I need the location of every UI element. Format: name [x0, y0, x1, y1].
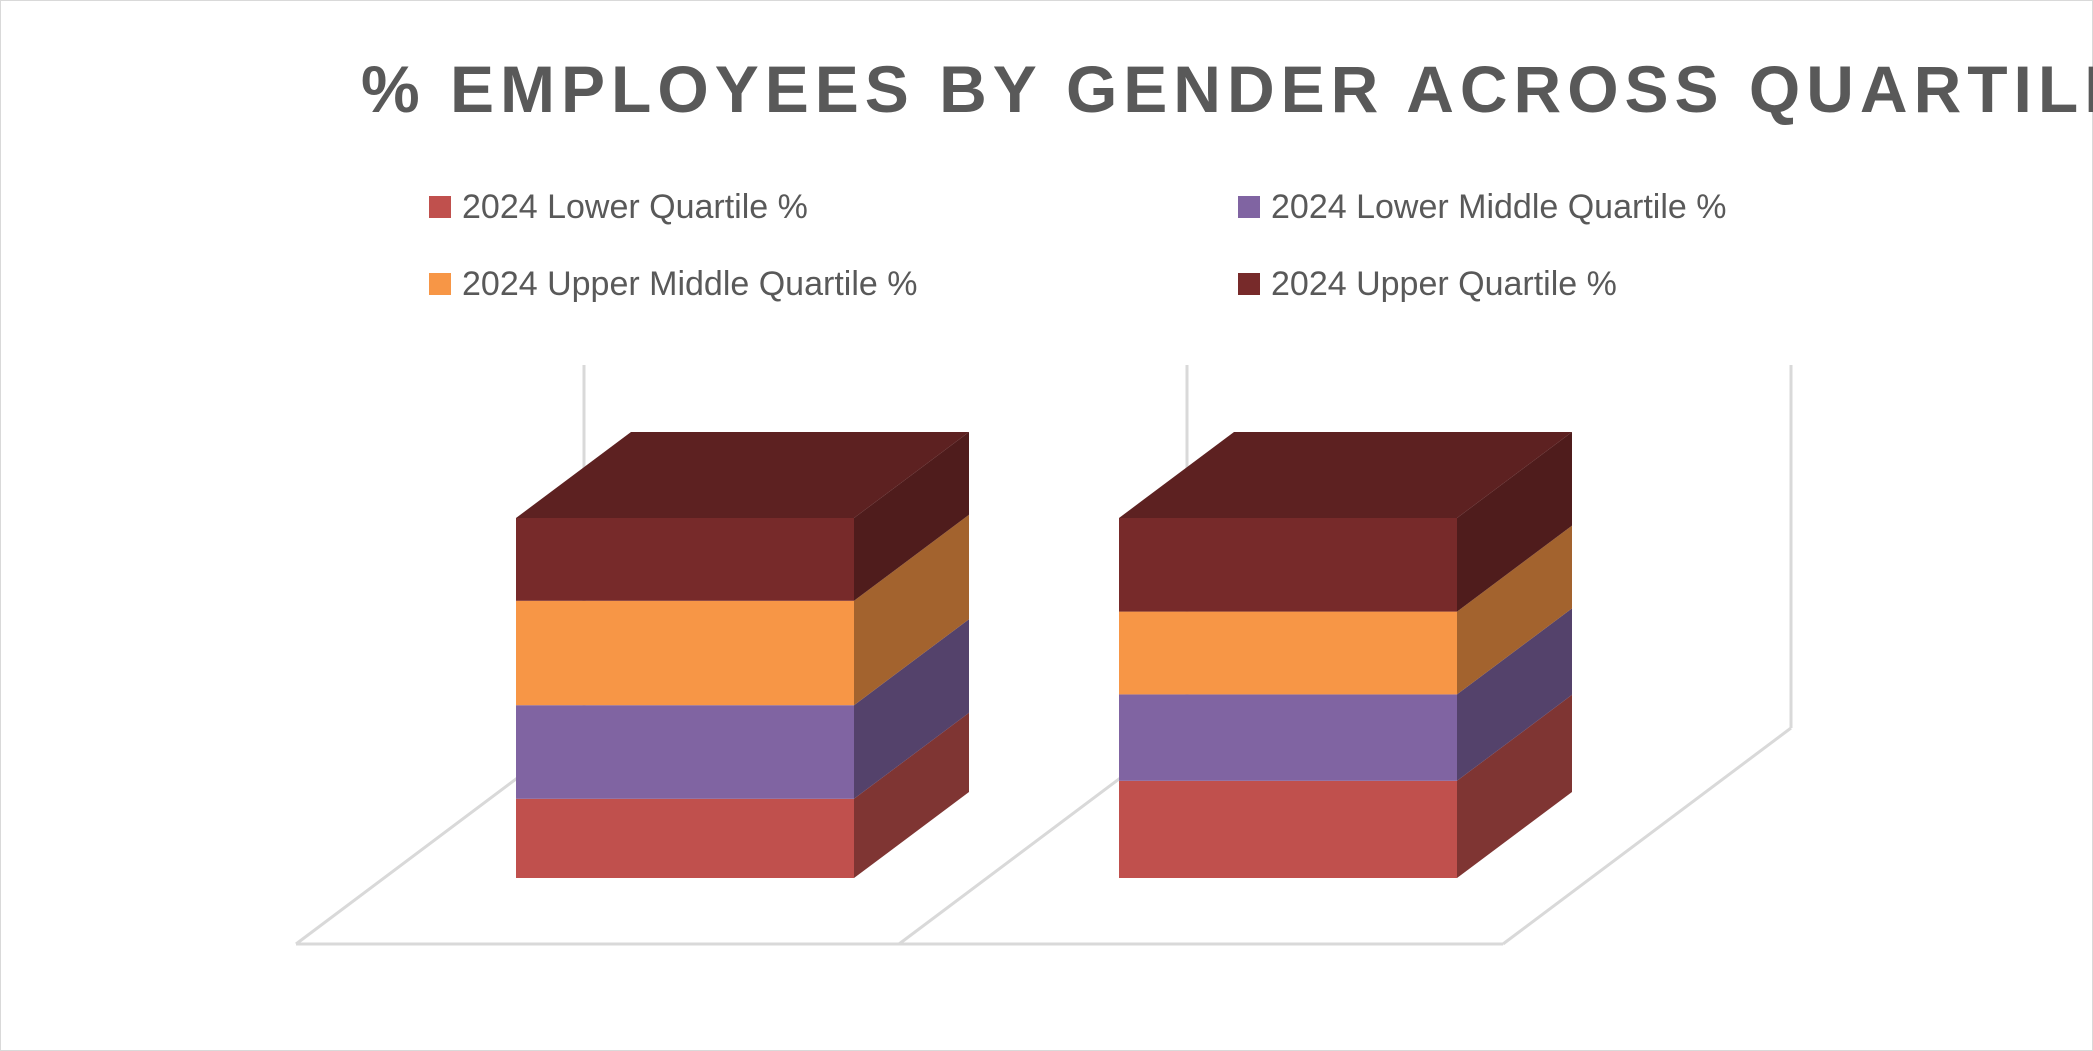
floor-right-edge — [1502, 726, 1792, 946]
bar-front-2-1 — [1119, 780, 1457, 878]
bar-side-2-4 — [1457, 432, 1572, 612]
legend-swatch-lower-middle-quartile — [1238, 196, 1260, 218]
bar-side-1-3 — [854, 514, 969, 706]
legend-label-lower-middle-quartile: 2024 Lower Middle Quartile % — [1271, 187, 1727, 226]
bar-front-1-3 — [516, 600, 854, 706]
bars-group — [516, 432, 1572, 878]
bar-side-2-2 — [1457, 608, 1572, 781]
legend-item-lower-quartile[interactable]: 2024 Lower Quartile % — [429, 184, 808, 230]
bar-top-2 — [1119, 432, 1572, 518]
bar-side-2-1 — [1457, 694, 1572, 878]
bar-front-2-4 — [1119, 518, 1457, 612]
legend-swatch-upper-middle-quartile — [429, 273, 451, 295]
bar-front-1-1 — [516, 798, 854, 878]
bar-top-1 — [516, 432, 969, 518]
bar-front-1-4 — [516, 518, 854, 601]
bar-front-2-3 — [1119, 611, 1457, 695]
legend-item-upper-middle-quartile[interactable]: 2024 Upper Middle Quartile % — [429, 261, 917, 307]
legend-swatch-lower-quartile — [429, 196, 451, 218]
legend-item-upper-quartile[interactable]: 2024 Upper Quartile % — [1238, 261, 1617, 307]
bar-side-2-3 — [1457, 525, 1572, 695]
bar-front-2-2 — [1119, 694, 1457, 781]
legend-label-upper-middle-quartile: 2024 Upper Middle Quartile % — [462, 264, 918, 303]
legend-label-upper-quartile: 2024 Upper Quartile % — [1271, 264, 1617, 303]
chart-title: % EMPLOYEES BY GENDER ACROSS QUARTILES — [361, 52, 2093, 126]
bar-front-1-2 — [516, 705, 854, 799]
bar-side-1-4 — [854, 432, 969, 601]
bar-side-1-1 — [854, 712, 969, 878]
legend-label-lower-quartile: 2024 Lower Quartile % — [462, 187, 808, 226]
legend-item-lower-middle-quartile[interactable]: 2024 Lower Middle Quartile % — [1238, 184, 1726, 230]
bar-side-1-2 — [854, 619, 969, 799]
legend-swatch-upper-quartile — [1238, 273, 1260, 295]
